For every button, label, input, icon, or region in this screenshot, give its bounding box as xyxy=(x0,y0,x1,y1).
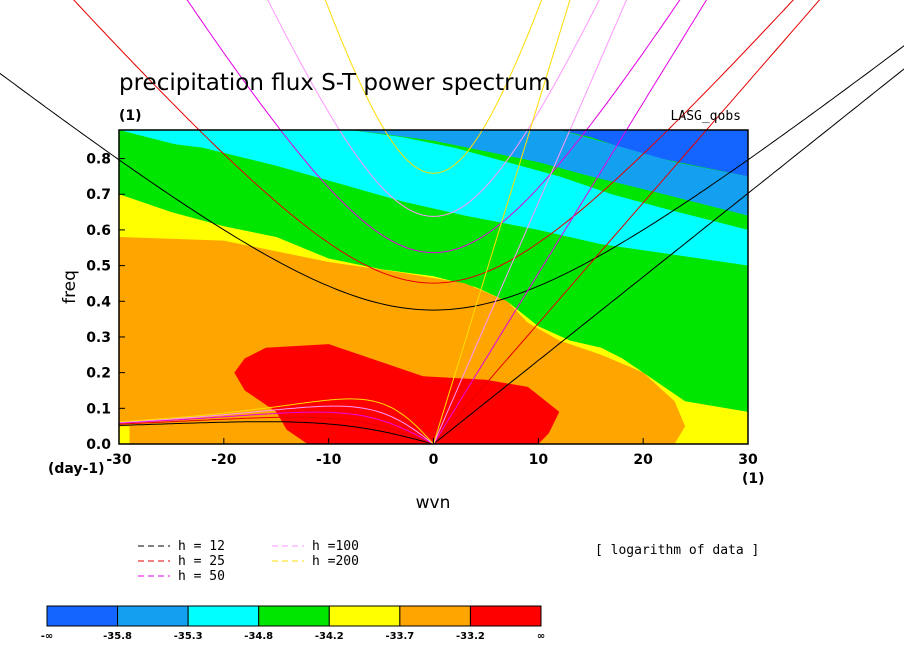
y-axis-label: freq xyxy=(60,270,80,304)
contour-region-3 xyxy=(119,130,748,266)
colorbar-label: -33.2 xyxy=(456,631,485,642)
contour-region-2 xyxy=(119,130,748,216)
dataset-label: LASG_qobs xyxy=(671,109,741,124)
x-axis-label: wvn xyxy=(416,493,451,513)
y-tick-label: 0.1 xyxy=(86,401,111,417)
legend-label: h = 50 xyxy=(178,569,225,584)
colorbar: -∞ -35.8 -35.3 -34.8 -34.2 -33.7 -33.2 ∞ xyxy=(41,605,545,642)
kelvin-curve-h100 xyxy=(433,0,627,445)
gravity-curve-h50 xyxy=(186,0,681,254)
x-tick-label: 10 xyxy=(529,452,549,468)
colorbar-label: ∞ xyxy=(537,631,545,642)
x-tick-label: -10 xyxy=(316,452,342,468)
y-tick-label: 0.6 xyxy=(86,223,111,239)
legend-label: h = 25 xyxy=(178,554,225,569)
colorbar-label: -34.2 xyxy=(315,631,344,642)
x-tick-label: -20 xyxy=(211,452,237,468)
gravity-curve-h200 xyxy=(324,0,543,174)
x-tick-label: 0 xyxy=(429,452,439,468)
rossby-curve-h12 xyxy=(119,421,434,445)
y-tick-label: 0.7 xyxy=(86,187,111,203)
y-tick-label: 0.4 xyxy=(86,294,111,310)
x-unit-label: (1) xyxy=(742,471,765,487)
kelvin-curve-h25 xyxy=(433,0,821,445)
data-note: [ logarithm of data ] xyxy=(595,543,759,558)
colorbar-swatch xyxy=(328,605,401,627)
legend-label: h =200 xyxy=(312,554,359,569)
colorbar-label: -∞ xyxy=(41,631,53,642)
y-tick-label: 0.0 xyxy=(86,437,111,453)
rossby-curve-h100 xyxy=(118,405,434,445)
colorbar-swatch xyxy=(258,605,330,627)
x-tick-label: 20 xyxy=(633,452,653,468)
kelvin-curve-h50 xyxy=(433,0,707,445)
legend-label: h =100 xyxy=(312,539,359,554)
y-tick-label: 0.8 xyxy=(86,152,111,168)
chart-subtitle: (1) xyxy=(119,108,142,124)
rossby-curve-h200 xyxy=(118,398,434,445)
rossby-curve-h25 xyxy=(118,416,434,445)
colorbar-label: -35.3 xyxy=(174,631,203,642)
contour-region-7 xyxy=(234,344,560,444)
kelvin-curve-h200 xyxy=(433,0,571,445)
colorbar-label: -33.7 xyxy=(385,631,414,642)
x-tick-label: 30 xyxy=(738,452,758,468)
y-tick-label: 0.3 xyxy=(86,330,111,346)
gravity-curve-h12 xyxy=(0,45,904,311)
contour-fill-layer xyxy=(119,130,748,444)
colorbar-label: -34.8 xyxy=(244,631,273,642)
y-unit-label: (day-1) xyxy=(48,461,105,477)
legend-label: h = 12 xyxy=(178,539,225,554)
x-tick-label: -30 xyxy=(106,452,132,468)
y-tick-label: 0.2 xyxy=(86,366,111,382)
colorbar-swatch xyxy=(187,605,260,627)
chart-title: precipitation flux S-T power spectrum xyxy=(119,70,551,96)
colorbar-swatch xyxy=(117,605,189,627)
y-axis: 0.0 0.1 0.2 0.3 0.4 0.5 0.6 0.7 0.8 xyxy=(86,152,125,453)
colorbar-label: -35.8 xyxy=(103,631,132,642)
gravity-curve-h25 xyxy=(73,0,794,284)
y-tick-label: 0.5 xyxy=(86,259,111,275)
gravity-curve-h100 xyxy=(267,0,600,217)
colorbar-swatch xyxy=(469,605,542,627)
colorbar-swatch xyxy=(46,605,119,627)
x-axis: -30 -20 -10 0 10 20 30 xyxy=(106,438,758,468)
contour-region-1 xyxy=(119,130,748,177)
colorbar-swatch xyxy=(399,605,471,627)
rossby-curve-h50 xyxy=(118,411,434,445)
